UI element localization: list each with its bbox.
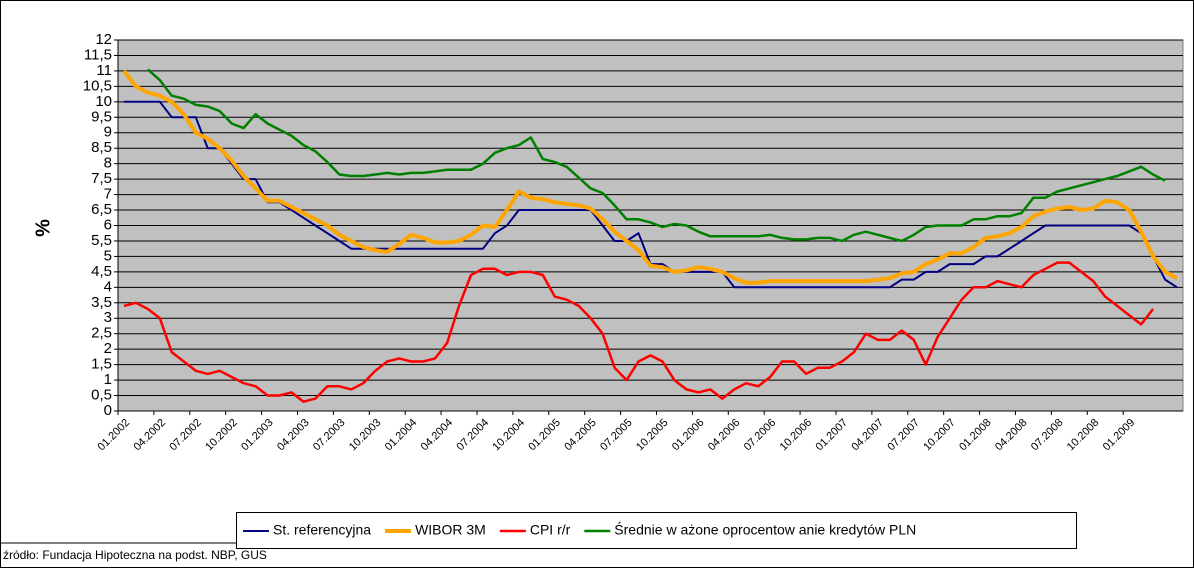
- y-tick-label: 9,5: [91, 108, 112, 125]
- y-tick-label: 7: [104, 186, 112, 203]
- legend-label: WIBOR 3M: [415, 522, 486, 538]
- y-tick-label: 4: [104, 278, 112, 295]
- y-tick-label: 3: [104, 309, 112, 326]
- y-tick-label: 10,5: [83, 77, 112, 94]
- legend-label: Średnie w ażone oprocentow anie kredytów…: [614, 521, 916, 538]
- source: źródło: Fundacja Hipoteczna na podst. NB…: [3, 548, 267, 562]
- y-tick-label: 12: [95, 31, 112, 48]
- y-tick-label: 0,5: [91, 387, 112, 404]
- y-tick-label: 2,5: [91, 325, 112, 342]
- y-tick-label: 11: [96, 62, 112, 79]
- series-line: [123, 261, 1155, 403]
- y-tick-label: 8,5: [91, 139, 112, 156]
- y-tick-label: 6,5: [91, 201, 112, 218]
- y-axis-label: %: [32, 219, 54, 237]
- y-tick-label: 5,5: [91, 232, 112, 249]
- y-tick-label: 9: [104, 124, 112, 141]
- legend: [236, 512, 1077, 549]
- y-tick-label: 3,5: [91, 294, 112, 311]
- y-tick-label: 0: [104, 402, 112, 419]
- legend-label: St. referencyjna: [273, 522, 371, 538]
- y-tick-label: 5: [104, 247, 112, 264]
- y-tick-label: 11,5: [84, 46, 112, 63]
- y-tick-label: 7,5: [91, 170, 112, 187]
- series-line: [147, 68, 1166, 243]
- y-tick-label: 4,5: [91, 263, 112, 280]
- y-tick-label: 1: [104, 371, 112, 388]
- series-line: [122, 69, 1178, 285]
- y-tick-label: 8: [104, 155, 112, 172]
- legend-label: CPI r/r: [530, 522, 571, 538]
- y-tick-label: 1,5: [91, 356, 112, 373]
- y-tick-label: 6: [104, 216, 112, 233]
- y-tick-label: 2: [104, 340, 112, 357]
- y-tick-label: 10: [95, 93, 112, 110]
